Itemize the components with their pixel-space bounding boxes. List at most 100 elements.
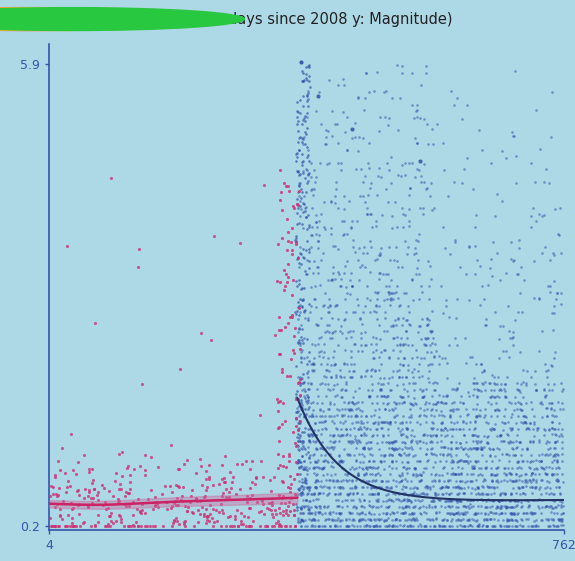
Point [497,450,507,459]
Point [394,126,403,135]
Point [287,238,296,247]
Point [286,488,295,496]
Point [390,403,400,412]
Point [384,502,393,511]
Point [386,483,396,492]
Point [428,430,438,439]
Point [315,489,324,498]
Point [449,469,458,478]
Point [556,300,565,309]
Point [451,508,461,517]
Point [266,487,275,496]
Point [507,508,516,517]
Point [465,456,474,465]
Point [506,489,515,498]
Point [136,508,145,517]
Point [359,495,369,504]
Point [330,482,339,491]
Point [547,411,556,420]
Point [305,452,314,461]
Point [558,508,568,517]
Point [351,404,361,413]
Point [302,368,312,377]
Point [540,391,549,400]
Point [537,463,546,472]
Point [303,393,312,402]
Point [380,327,389,335]
Point [333,496,342,505]
Point [290,522,300,531]
Point [409,516,419,525]
Point [501,392,510,401]
Point [420,160,429,169]
Point [293,457,302,466]
Point [535,450,544,459]
Point [516,463,526,472]
Point [344,522,353,531]
Point [203,513,212,522]
Point [501,502,511,511]
Point [421,463,431,472]
Point [549,380,558,389]
Point [219,477,228,486]
Point [542,482,551,491]
Point [458,509,467,518]
Point [362,462,371,471]
Point [448,482,458,491]
Point [451,386,461,395]
Point [388,373,397,381]
Point [468,184,477,193]
Point [404,243,413,252]
Point [298,452,307,461]
Point [319,502,328,511]
Point [395,450,404,459]
Point [273,517,282,526]
Point [542,463,551,472]
Point [324,412,333,421]
Point [361,425,370,434]
Point [326,470,335,479]
Point [305,347,314,356]
Point [443,450,452,459]
Point [347,412,356,421]
Point [373,419,382,428]
Point [311,172,320,181]
Point [134,522,143,531]
Point [373,490,382,499]
Point [427,339,436,348]
Point [458,522,467,531]
Point [532,426,542,435]
Point [387,321,396,330]
Point [490,406,499,415]
Point [292,276,301,285]
Point [462,457,471,466]
Point [401,432,411,441]
Point [287,494,296,503]
Point [314,340,323,349]
Point [295,295,304,304]
Point [287,312,296,321]
Point [466,489,476,498]
Point [398,210,407,219]
Point [499,321,508,330]
Point [499,411,508,420]
Point [480,508,489,517]
Point [390,521,400,530]
Point [471,417,480,426]
Point [345,490,354,499]
Point [274,519,283,528]
Point [368,430,377,439]
Point [486,425,496,434]
Point [51,503,60,512]
Point [468,496,477,505]
Point [345,430,354,439]
Point [495,497,504,506]
Point [334,203,343,212]
Point [332,370,341,379]
Point [349,450,358,459]
Point [508,484,518,493]
Point [294,279,303,288]
Point [415,410,424,419]
Point [351,411,361,420]
Point [348,398,357,407]
